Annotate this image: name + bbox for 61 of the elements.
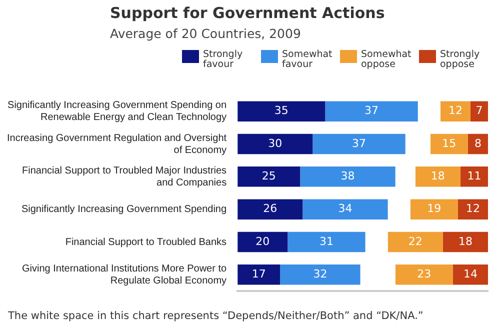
- data-label: 17: [252, 268, 266, 281]
- bar: [300, 166, 396, 187]
- bar: [312, 134, 406, 154]
- chart-subtitle: Average of 20 Countries, 2009: [110, 26, 301, 41]
- text: The white space in this chart represents “Depends/Neither/Both” and “DK/NA.”: [8, 310, 424, 322]
- bar: [388, 232, 443, 252]
- bar: [440, 101, 470, 122]
- y-tick-label: Giving International Institutions More Power to Regulate Global Economy: [22, 263, 228, 286]
- legend-label: Somewhat oppose: [361, 49, 412, 70]
- data-label: 25: [262, 170, 276, 183]
- bar: [238, 166, 300, 187]
- bar: [442, 232, 488, 252]
- bar: [460, 166, 488, 187]
- bar: [238, 134, 313, 154]
- bar: [238, 232, 288, 252]
- data-label: 18: [430, 170, 445, 183]
- bar: [302, 199, 388, 220]
- bar: [288, 232, 366, 252]
- data-label: 38: [340, 170, 355, 183]
- bar: [430, 134, 468, 154]
- data-label: 19: [427, 202, 442, 216]
- data-label: 11: [467, 170, 482, 183]
- data-label: 37: [352, 136, 366, 150]
- data-label: 12: [448, 104, 462, 118]
- bar: [238, 101, 326, 122]
- bar: [325, 101, 418, 122]
- data-label: 35: [274, 104, 288, 118]
- y-tick-label: Financial Support to Troubled Major Industries and Companies: [22, 165, 227, 188]
- bar: [458, 199, 488, 220]
- bar: [280, 264, 360, 285]
- data-label: 23: [417, 268, 432, 281]
- data-label: 26: [263, 202, 278, 216]
- legend-label: Somewhat favour: [282, 49, 332, 70]
- data-label: 12: [466, 202, 480, 216]
- legend-label: Strongly favour: [203, 49, 244, 70]
- bar: [415, 166, 460, 187]
- bar: [238, 264, 280, 285]
- data-label: 20: [256, 234, 270, 248]
- data-label: 37: [364, 104, 379, 118]
- data-label: 30: [268, 136, 282, 150]
- data-label: 15: [442, 136, 456, 150]
- y-tick-label: Financial Support to Troubled Banks: [65, 236, 227, 248]
- data-label: 34: [338, 202, 352, 216]
- bar: [452, 264, 488, 285]
- bar: [470, 101, 488, 122]
- data-label: 32: [313, 268, 328, 281]
- legend-label: Strongly oppose: [440, 49, 481, 70]
- bar: [410, 199, 458, 220]
- data-label: 31: [319, 234, 334, 248]
- y-tick-label: Significantly Increasing Government Spending on Renewable Energy and Clean Technology: [8, 100, 227, 124]
- y-tick-label: Significantly Increasing Government Spending: [21, 204, 227, 216]
- bar: [238, 199, 303, 220]
- bar: [468, 134, 488, 154]
- data-label: 7: [476, 104, 483, 118]
- data-label: 18: [458, 234, 472, 248]
- bar: [395, 264, 453, 285]
- data-label: 14: [463, 268, 478, 281]
- data-label: 8: [474, 136, 482, 150]
- data-label: 22: [408, 234, 422, 248]
- y-tick-label: Increasing Government Regulation and Oversight of Economy: [6, 132, 227, 156]
- chart-title: Support for Government Actions: [110, 4, 385, 22]
